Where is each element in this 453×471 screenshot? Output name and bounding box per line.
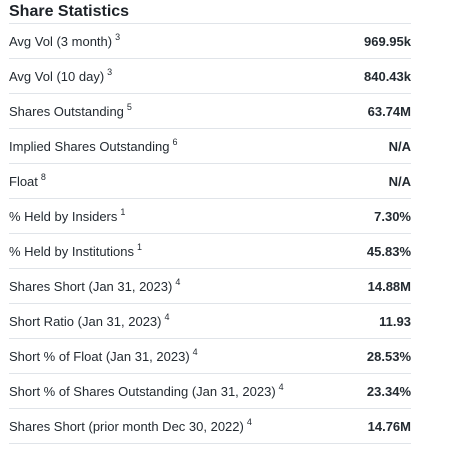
table-row: % Held by Institutions 1 45.83% bbox=[9, 234, 411, 269]
footnote-marker: 4 bbox=[246, 417, 252, 428]
table-row: Short % of Float (Jan 31, 2023) 4 28.53% bbox=[9, 339, 411, 374]
table-row: Short Ratio (Jan 31, 2023) 4 11.93 bbox=[9, 304, 411, 339]
footnote-marker: 1 bbox=[120, 207, 126, 218]
row-value: 28.53% bbox=[366, 348, 411, 364]
table-row: Short % of Shares Outstanding (Jan 31, 2… bbox=[9, 374, 411, 409]
table-row: Shares Short (Jan 31, 2023) 4 14.88M bbox=[9, 269, 411, 304]
row-label: Avg Vol (10 day) 3 bbox=[9, 67, 113, 84]
row-label: Short % of Float (Jan 31, 2023) 4 bbox=[9, 347, 198, 364]
row-label: % Held by Insiders 1 bbox=[9, 207, 126, 224]
row-label: % Held by Institutions 1 bbox=[9, 242, 143, 259]
row-label: Short Ratio (Jan 31, 2023) 4 bbox=[9, 312, 170, 329]
row-value: 14.76M bbox=[367, 418, 411, 434]
footnote-marker: 6 bbox=[172, 137, 178, 148]
row-value: N/A bbox=[388, 138, 411, 154]
footnote-marker: 8 bbox=[40, 172, 46, 183]
footnote-marker: 4 bbox=[164, 312, 170, 323]
section-title: Share Statistics bbox=[9, 0, 411, 24]
footnote-marker: 5 bbox=[126, 102, 132, 113]
footnote-marker: 1 bbox=[137, 242, 143, 253]
row-label: Shares Short (prior month Dec 30, 2022) 4 bbox=[9, 417, 252, 434]
footnote-marker: 4 bbox=[175, 277, 181, 288]
row-value: 7.30% bbox=[374, 208, 411, 224]
footnote-marker: 4 bbox=[192, 347, 198, 358]
row-value: 840.43k bbox=[364, 68, 411, 84]
row-value: 14.88M bbox=[367, 278, 411, 294]
row-value: 23.34% bbox=[366, 383, 411, 399]
row-value: 45.83% bbox=[366, 243, 411, 259]
table-row: Avg Vol (10 day) 3 840.43k bbox=[9, 59, 411, 94]
statistics-table: Avg Vol (3 month) 3 969.95k Avg Vol (10 d… bbox=[9, 24, 411, 444]
row-label: Float 8 bbox=[9, 172, 46, 189]
row-label: Avg Vol (3 month) 3 bbox=[9, 32, 121, 49]
row-label: Short % of Shares Outstanding (Jan 31, 2… bbox=[9, 382, 284, 399]
row-label: Shares Short (Jan 31, 2023) 4 bbox=[9, 277, 181, 294]
table-row: Avg Vol (3 month) 3 969.95k bbox=[9, 24, 411, 59]
table-row: Implied Shares Outstanding 6 N/A bbox=[9, 129, 411, 164]
footnote-marker: 3 bbox=[115, 32, 121, 43]
table-row: Float 8 N/A bbox=[9, 164, 411, 199]
footnote-marker: 4 bbox=[278, 382, 284, 393]
row-value: 11.93 bbox=[379, 313, 411, 329]
row-label: Shares Outstanding 5 bbox=[9, 102, 132, 119]
table-row: Shares Short (prior month Dec 30, 2022) 4… bbox=[9, 409, 411, 444]
table-row: % Held by Insiders 1 7.30% bbox=[9, 199, 411, 234]
footnote-marker: 3 bbox=[107, 67, 113, 78]
row-value: 969.95k bbox=[364, 33, 411, 49]
row-value: 63.74M bbox=[367, 103, 411, 119]
row-label: Implied Shares Outstanding 6 bbox=[9, 137, 178, 154]
table-row: Shares Outstanding 5 63.74M bbox=[9, 94, 411, 129]
row-value: N/A bbox=[388, 173, 411, 189]
